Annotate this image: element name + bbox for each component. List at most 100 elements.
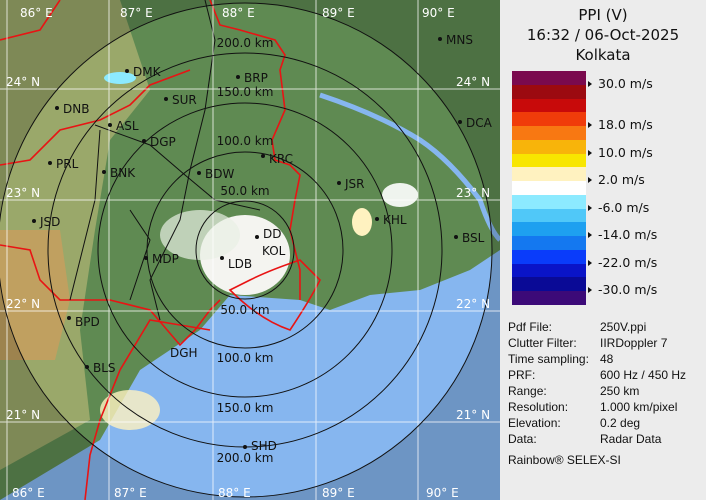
station-bls: BLS	[85, 361, 116, 375]
station-dgp: DGP	[142, 135, 176, 149]
station-mns: MNS	[438, 33, 473, 47]
borders	[0, 0, 321, 500]
range-label: 150.0 km	[217, 401, 274, 415]
station-dot	[255, 235, 259, 239]
scale-label: -14.0 m/s	[588, 227, 657, 243]
lon-label-top: 87° E	[120, 6, 153, 20]
lon-label-top: 86° E	[20, 6, 53, 20]
range-label: 100.0 km	[217, 351, 274, 365]
scale-swatch	[512, 181, 586, 195]
scale-label-text: 2.0 m/s	[598, 172, 645, 187]
station-dot	[375, 217, 379, 221]
station-label: JSD	[39, 215, 60, 229]
scale-swatch	[512, 98, 586, 113]
scale-swatch	[512, 112, 586, 126]
info-key: Range:	[508, 384, 547, 398]
range-label: 50.0 km	[220, 303, 269, 317]
station-label: BPD	[75, 315, 100, 329]
velocity-color-scale	[512, 71, 586, 305]
info-key: Time sampling:	[508, 352, 589, 366]
info-key: PRF:	[508, 368, 536, 382]
station-label: KRC	[269, 152, 293, 166]
legend-panel: PPI (V) 16:32 / 06-Oct-2025 Kolkata 30.0…	[500, 0, 706, 500]
station-ldb: LDB	[220, 256, 252, 271]
station-dot	[337, 181, 341, 185]
scale-swatch	[512, 249, 586, 264]
tick-marker-icon	[588, 287, 592, 293]
station-dot	[197, 171, 201, 175]
station-dot	[32, 219, 36, 223]
info-row: Elevation: 0.2 deg	[508, 416, 640, 431]
station-label: DCA	[466, 116, 493, 130]
radar-ppi-map[interactable]: 86° E 87° E 88° E 89° E 90° E 86° E 87° …	[0, 0, 500, 500]
scale-label: 2.0 m/s	[588, 172, 645, 188]
station-dot	[458, 120, 462, 124]
station-jsr: JSR	[337, 177, 365, 191]
station-label: DD	[263, 227, 281, 241]
station-dot	[220, 256, 224, 260]
scale-swatch	[512, 71, 586, 85]
station-dot	[125, 69, 129, 73]
software-credit: Rainbow® SELEX-SI	[508, 453, 621, 467]
scale-label-text: -22.0 m/s	[598, 255, 658, 270]
station-dot	[144, 256, 148, 260]
scale-label-text: -6.0 m/s	[598, 200, 650, 215]
scale-swatch	[512, 194, 586, 209]
info-value: 600 Hz / 450 Hz	[600, 368, 687, 382]
station-bsl: BSL	[454, 231, 485, 245]
info-value: 250V.ppi	[600, 320, 647, 334]
range-label: 200.0 km	[217, 451, 274, 465]
info-row: PRF: 600 Hz / 450 Hz	[508, 368, 686, 383]
station-dd: DD	[255, 227, 281, 241]
scale-swatch	[512, 167, 586, 181]
station-label: BNK	[110, 166, 136, 180]
info-value: Radar Data	[600, 432, 662, 446]
station-dgh: DGH	[170, 346, 198, 360]
station-label: BDW	[205, 167, 234, 181]
lon-label-bottom: 87° E	[114, 486, 147, 500]
station-label: SHD	[251, 439, 277, 453]
scale-label: 30.0 m/s	[588, 76, 653, 92]
station-dca: DCA	[458, 116, 493, 130]
info-row: Pdf File: 250V.ppi	[508, 320, 646, 335]
scale-swatch	[512, 236, 586, 250]
lon-label-top: 88° E	[222, 6, 255, 20]
tick-marker-icon	[588, 150, 592, 156]
station-dot	[102, 170, 106, 174]
station-label: PRL	[56, 157, 79, 171]
lat-label-right: 23° N	[456, 186, 490, 200]
station-dot	[438, 37, 442, 41]
station-bnk: BNK	[102, 166, 136, 180]
radar-location: Kolkata	[575, 46, 631, 64]
scale-label: -30.0 m/s	[588, 282, 657, 298]
range-label: 100.0 km	[217, 134, 274, 148]
station-label: MDP	[152, 252, 179, 266]
lat-label-left: 21° N	[6, 408, 40, 422]
station-label: MNS	[446, 33, 473, 47]
station-asl: ASL	[108, 119, 139, 133]
station-shd: SHD	[243, 439, 277, 453]
info-key: Pdf File:	[508, 320, 553, 334]
scale-label: 10.0 m/s	[588, 145, 653, 161]
info-value: 1.000 km/pixel	[600, 400, 678, 414]
info-row: Range: 250 km	[508, 384, 639, 399]
scale-swatch	[512, 139, 586, 154]
station-krc: KRC	[261, 152, 293, 166]
lat-label-left: 24° N	[6, 75, 40, 89]
station-mdp: MDP	[144, 252, 179, 266]
scale-label-text: -14.0 m/s	[598, 227, 658, 242]
product-title: PPI (V)	[578, 6, 628, 24]
range-label: 200.0 km	[217, 36, 274, 50]
station-dot	[164, 97, 168, 101]
info-row: Clutter Filter: IIRDoppler 7	[508, 336, 667, 351]
info-value: IIRDoppler 7	[600, 336, 668, 350]
station-label: BRP	[244, 71, 268, 85]
lon-label-top: 89° E	[322, 6, 355, 20]
station-prl: PRL	[48, 157, 79, 171]
info-key: Data:	[508, 432, 537, 446]
station-label: KHL	[383, 213, 407, 227]
tick-marker-icon	[588, 81, 592, 87]
station-bpd: BPD	[67, 315, 100, 329]
out-of-range-shade	[0, 0, 500, 500]
scale-label-text: 18.0 m/s	[598, 117, 653, 132]
